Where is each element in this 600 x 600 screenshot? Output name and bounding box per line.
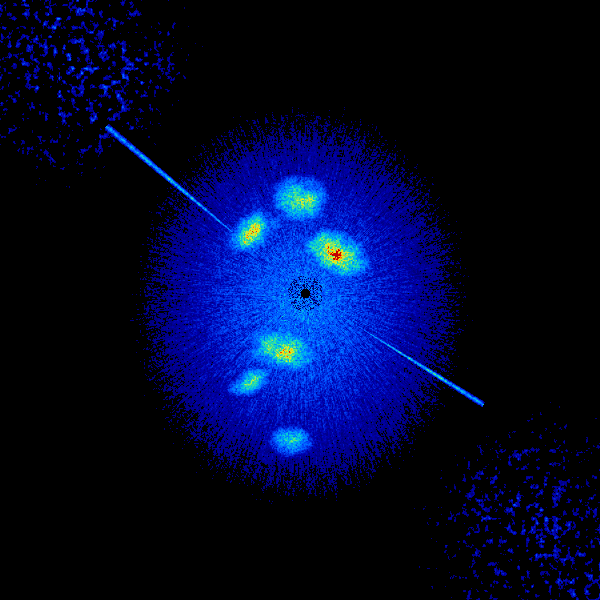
radar-ppi-image[interactable]	[0, 0, 600, 600]
radar-display-window: Radar Reflectivity PPI Display jet	[0, 0, 600, 600]
